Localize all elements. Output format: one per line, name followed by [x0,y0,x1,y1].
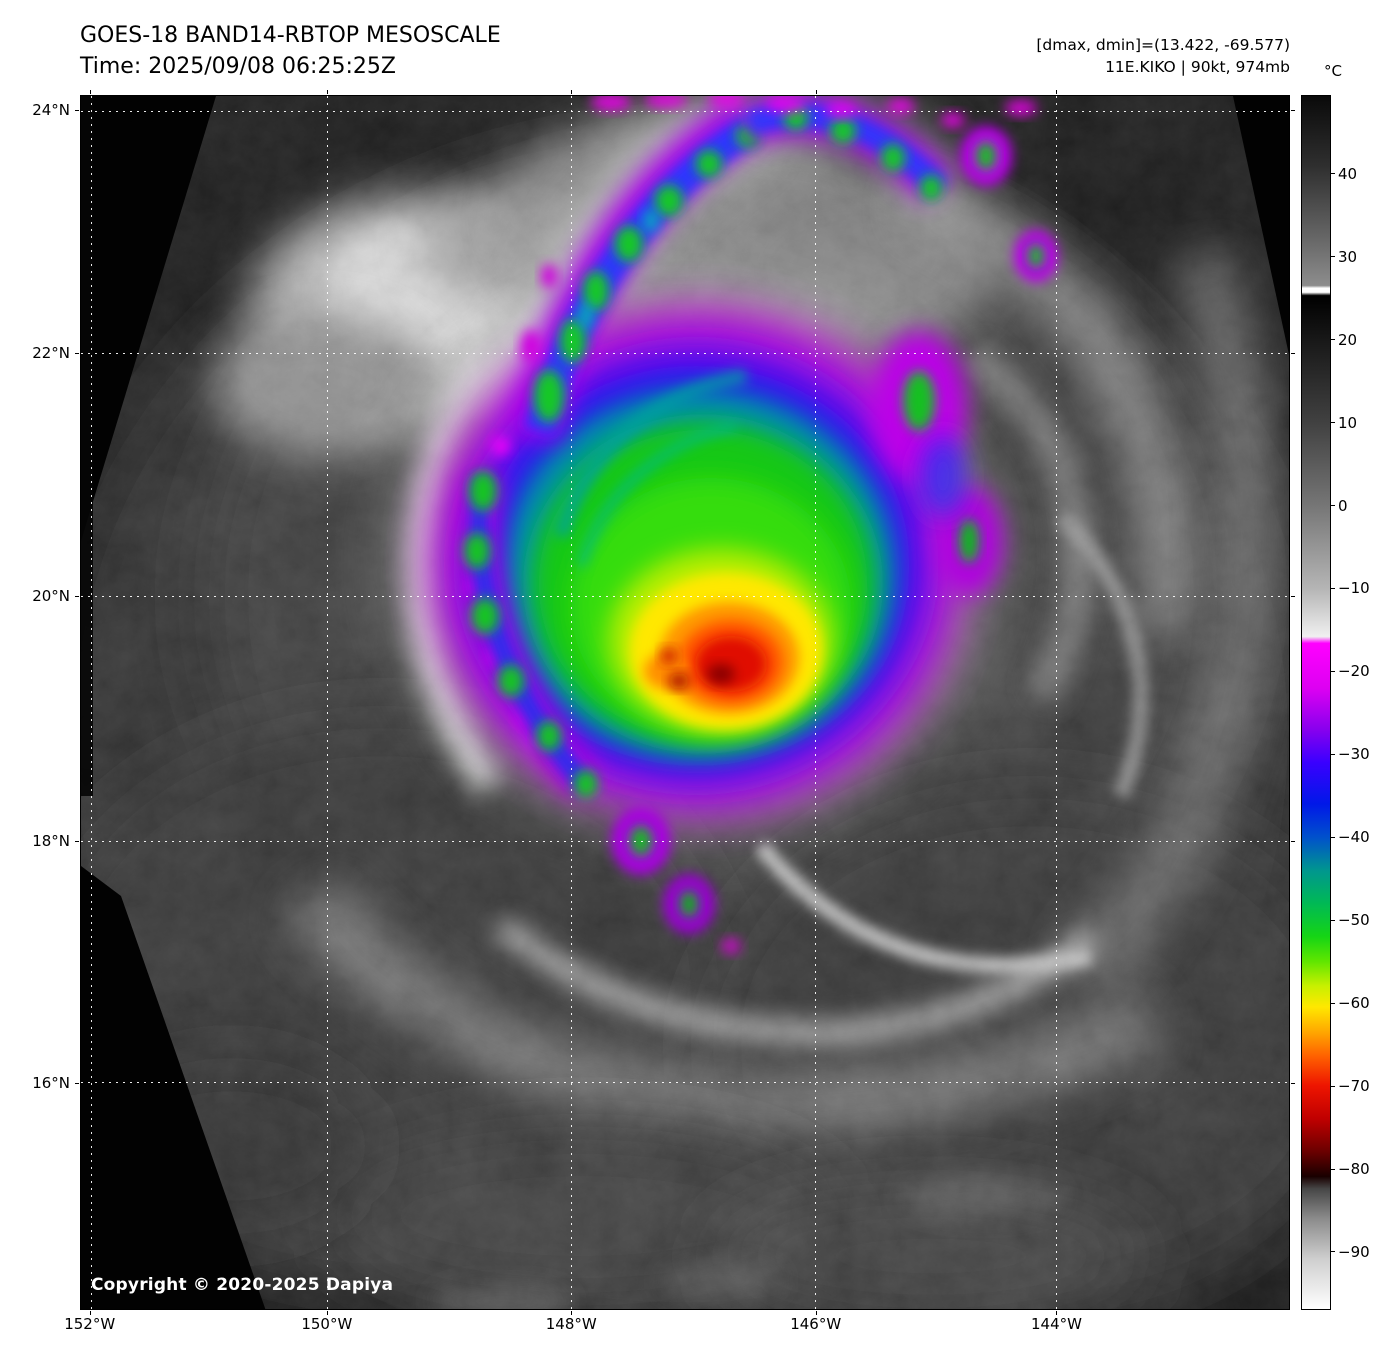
colorbar-tick-label: −80 [1338,1160,1370,1179]
gridline-lon [327,96,329,1309]
gridline-lat [81,110,1289,112]
colorbar-tick: −10 [1331,579,1370,597]
gridline-lon [1055,96,1057,1309]
colorbar-tickmark [1331,670,1335,672]
lon-tickmark [327,90,328,94]
storm-readout: 11E.KIKO | 90kt, 974mb [1105,58,1290,76]
colorbar-tick: 10 [1331,414,1357,432]
colorbar-tickmark [1331,836,1335,838]
satellite-cloud-scene [81,96,1289,1309]
colorbar-tick-label: −20 [1338,662,1370,681]
gridline-lon [571,96,573,1309]
image-title: GOES-18 BAND14-RBTOP MESOSCALE [80,23,501,48]
colorbar-tick: −70 [1331,1077,1370,1095]
longitude-axis: 152°W 150°W 148°W 146°W 144°W [64,1315,1290,1337]
colorbar-tick-label: 30 [1338,247,1358,266]
colorbar-tick-label: 0 [1338,496,1348,515]
colorbar-tick-label: 10 [1338,413,1358,432]
cell-chain-southwest [460,471,741,954]
colorbar-tick: −50 [1331,911,1370,929]
lat-tickmark [75,596,79,597]
graticule [81,96,1289,1309]
lat-tickmark [1291,596,1295,597]
lon-tickmark [90,90,91,94]
colorbar-tickmark [1331,753,1335,755]
colorbar-tickmark [1331,1251,1335,1253]
lat-label: 18°N [32,832,70,850]
title-block: GOES-18 BAND14-RBTOP MESOSCALE Time: 202… [80,20,501,82]
image-time: Time: 2025/09/08 06:25:25Z [80,54,396,79]
gridline-lat [81,595,1289,597]
convective-band-north [507,96,1058,443]
colorbar-tick: −90 [1331,1243,1370,1261]
lat-tickmark [1291,1083,1295,1084]
lon-label: 144°W [1030,1315,1082,1333]
purple-cells-east [871,331,1003,596]
storm-core [609,549,833,733]
info-block: [dmax, dmin]=(13.422, -69.577) 11E.KIKO … [1036,34,1290,78]
colorbar-tick-label: −10 [1338,579,1370,598]
colorbar-unit: °C [1324,62,1342,80]
lat-label: 16°N [32,1073,70,1092]
scan-edge-wedges [81,96,1289,1309]
colorbar-tickmark [1331,422,1335,424]
lon-tickmark [571,90,572,94]
colorbar [1301,95,1331,1310]
lat-label: 24°N [32,100,70,119]
colorbar-tickmark [1331,919,1335,921]
lat-tickmark [75,841,79,842]
gridline-lon [90,96,92,1309]
lon-label: 146°W [790,1315,842,1333]
colorbar-tick: −20 [1331,662,1370,680]
colorbar-tick-label: 20 [1338,330,1358,349]
colorbar-tickmark [1331,1002,1335,1004]
lat-label: 22°N [32,343,70,362]
colorbar-tick-label: −70 [1338,1077,1370,1096]
lat-tickmark [75,110,79,111]
colorbar-tickmark [1331,256,1335,258]
colorbar-tick: 40 [1331,165,1357,183]
colorbar-tick-label: −90 [1338,1242,1370,1261]
lat-tickmark [1291,841,1295,842]
colorbar-tickmark [1331,1168,1335,1170]
gridline-lat [81,353,1289,355]
copyright-text: Copyright © 2020-2025 Dapiya [91,1275,394,1295]
colorbar-tick: −40 [1331,828,1370,846]
lon-label: 152°W [64,1315,116,1333]
lon-tickmark [816,90,817,94]
colorbar-ticks: 40 30 20 10 0 −10 −20 −30 −40 −50 −60 −70 −80 −90 [1331,95,1389,1310]
lat-label: 20°N [32,586,70,605]
lat-tickmark [1291,353,1295,354]
colorbar-tickmark [1331,1085,1335,1087]
colorbar-tick-label: −60 [1338,994,1370,1013]
range-readout: [dmax, dmin]=(13.422, -69.577) [1036,36,1290,54]
latitude-axis: 24°N 22°N 20°N 18°N 16°N [0,95,74,1310]
colorbar-tick: 20 [1331,331,1357,349]
lon-tickmark [1056,90,1057,94]
colorbar-gradient [1302,96,1330,1309]
gridline-lon [815,96,817,1309]
colorbar-tick: −30 [1331,745,1370,763]
lat-tickmark [75,353,79,354]
lon-label: 148°W [545,1315,597,1333]
colorbar-tickmark [1331,587,1335,589]
colorbar-tickmark [1331,505,1335,507]
lat-tickmark [1291,110,1295,111]
colorbar-tick-label: −50 [1338,911,1370,930]
colorbar-tick: 30 [1331,248,1357,266]
colorbar-tick: −60 [1331,994,1370,1012]
colorbar-tickmark [1331,173,1335,175]
lat-tickmark [75,1083,79,1084]
colorbar-tick: −80 [1331,1160,1370,1178]
colorbar-tick-label: −30 [1338,745,1370,764]
satellite-map: Copyright © 2020-2025 Dapiya [80,95,1290,1310]
colorbar-tick: 0 [1331,497,1348,515]
gridline-lat [81,840,1289,842]
colorbar-tick-label: −40 [1338,828,1370,847]
colorbar-tickmark [1331,339,1335,341]
lon-label: 150°W [301,1315,353,1333]
gridline-lat [81,1082,1289,1084]
colorbar-tick-label: 40 [1338,164,1358,183]
